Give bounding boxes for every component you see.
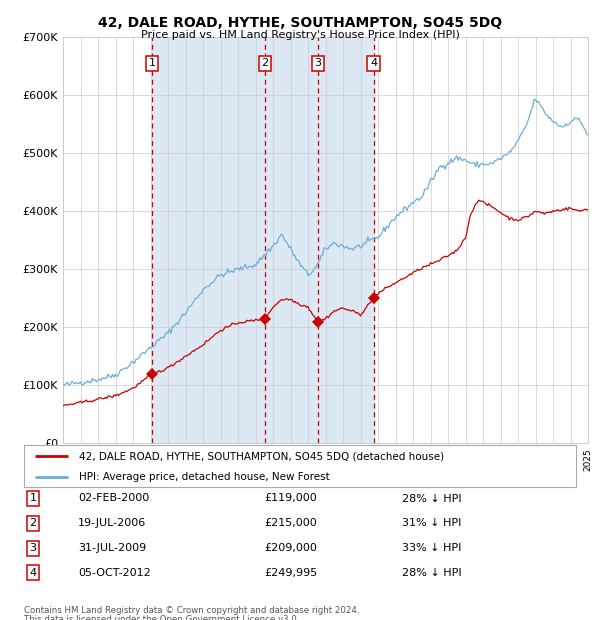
Text: 2: 2	[29, 518, 37, 528]
Text: £215,000: £215,000	[264, 518, 317, 528]
Text: 28% ↓ HPI: 28% ↓ HPI	[402, 494, 461, 503]
Text: 02-FEB-2000: 02-FEB-2000	[78, 494, 149, 503]
Text: Price paid vs. HM Land Registry's House Price Index (HPI): Price paid vs. HM Land Registry's House …	[140, 30, 460, 40]
Text: 05-OCT-2012: 05-OCT-2012	[78, 568, 151, 578]
Text: 1: 1	[29, 494, 37, 503]
Text: 28% ↓ HPI: 28% ↓ HPI	[402, 568, 461, 578]
Text: 31% ↓ HPI: 31% ↓ HPI	[402, 518, 461, 528]
Text: £119,000: £119,000	[264, 494, 317, 503]
Text: HPI: Average price, detached house, New Forest: HPI: Average price, detached house, New …	[79, 472, 330, 482]
Text: £209,000: £209,000	[264, 543, 317, 553]
Text: This data is licensed under the Open Government Licence v3.0.: This data is licensed under the Open Gov…	[24, 615, 299, 620]
Text: Contains HM Land Registry data © Crown copyright and database right 2024.: Contains HM Land Registry data © Crown c…	[24, 606, 359, 616]
Text: 4: 4	[370, 58, 377, 68]
Bar	[152, 37, 374, 443]
Text: 33% ↓ HPI: 33% ↓ HPI	[402, 543, 461, 553]
Text: 3: 3	[314, 58, 322, 68]
Text: 19-JUL-2006: 19-JUL-2006	[78, 518, 146, 528]
Text: 42, DALE ROAD, HYTHE, SOUTHAMPTON, SO45 5DQ: 42, DALE ROAD, HYTHE, SOUTHAMPTON, SO45 …	[98, 16, 502, 30]
Text: £249,995: £249,995	[264, 568, 317, 578]
Text: 1: 1	[149, 58, 155, 68]
Text: 31-JUL-2009: 31-JUL-2009	[78, 543, 146, 553]
Text: 2: 2	[262, 58, 269, 68]
Text: 4: 4	[29, 568, 37, 578]
Text: 42, DALE ROAD, HYTHE, SOUTHAMPTON, SO45 5DQ (detached house): 42, DALE ROAD, HYTHE, SOUTHAMPTON, SO45 …	[79, 451, 445, 461]
Text: 3: 3	[29, 543, 37, 553]
